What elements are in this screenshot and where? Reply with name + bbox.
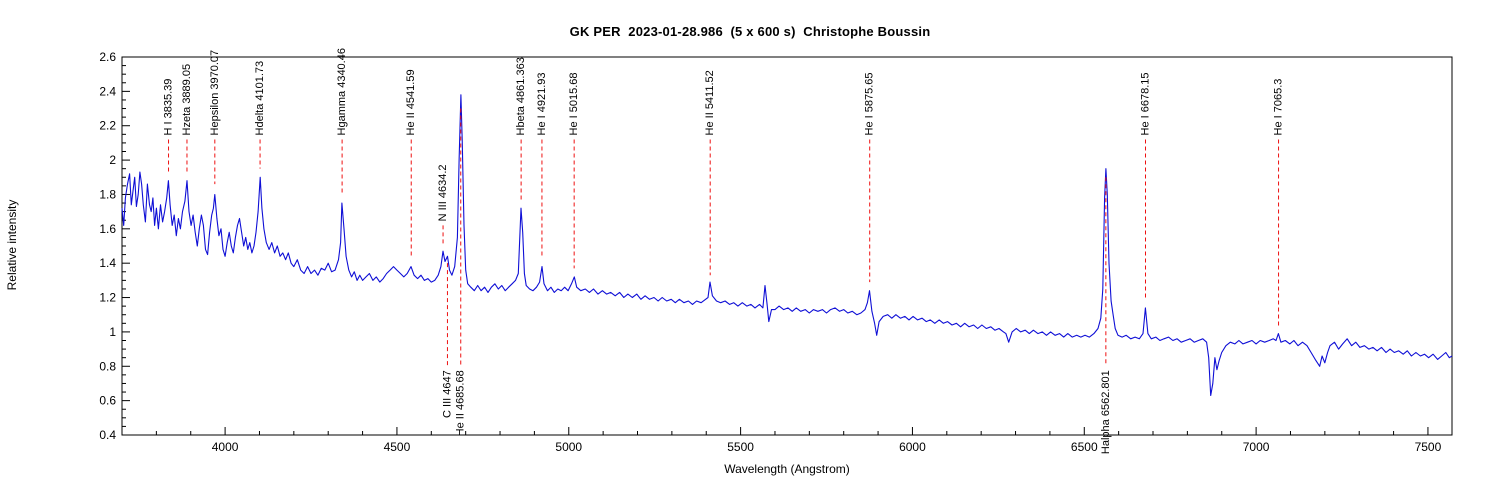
line-marker-label: Halpha 6562.801: [1100, 370, 1112, 454]
chart-title: GK PER 2023-01-28.986 (5 x 600 s) Christ…: [569, 24, 931, 39]
y-tick-label: 1.6: [99, 222, 116, 236]
line-marker-label: Hzeta 3889.05: [181, 64, 193, 136]
y-tick-label: 0.4: [99, 428, 116, 442]
x-axis-label: Wavelength (Angstrom): [724, 462, 850, 476]
y-tick-label: 2.4: [99, 84, 116, 98]
line-marker-label: N III 4634.2: [437, 165, 449, 222]
line-marker-label: Hbeta 4861.363: [515, 57, 527, 135]
y-tick-label: 1.8: [99, 187, 116, 201]
line-marker-label: He I 5015.68: [568, 72, 580, 135]
y-tick-label: 2: [109, 153, 116, 167]
line-marker-label: C III 4647: [441, 370, 453, 418]
line-marker-label: Hdelta 4101.73: [254, 61, 266, 136]
x-tick-label: 4000: [212, 440, 239, 454]
line-marker-label: H I 3835.39: [163, 79, 175, 136]
x-tick-label: 5000: [555, 440, 582, 454]
line-marker-label: He II 4541.59: [405, 69, 417, 135]
y-tick-label: 1: [109, 325, 116, 339]
axis-border: [121, 56, 1453, 436]
x-tick-label: 6500: [1071, 440, 1098, 454]
line-marker-label: Hepsilon 3970.07: [209, 50, 221, 136]
x-tick-label: 7500: [1415, 440, 1442, 454]
line-marker-label: He I 7065.3: [1273, 79, 1285, 136]
x-tick-label: 4500: [384, 440, 411, 454]
line-marker-label: He II 5411.52: [704, 70, 716, 135]
x-tick-label: 7000: [1243, 440, 1270, 454]
y-tick-label: 1.2: [99, 291, 116, 305]
y-tick-label: 0.6: [99, 394, 116, 408]
line-marker-label: He I 6678.15: [1139, 72, 1151, 135]
y-tick-label: 1.4: [99, 256, 116, 270]
line-marker-label: Hgamma 4340.46: [336, 48, 348, 135]
line-marker-label: He II 4685.68: [455, 370, 467, 436]
line-marker-label: He I 4921.93: [536, 72, 548, 135]
line-marker-label: He I 5875.65: [864, 72, 876, 135]
x-tick-label: 5500: [727, 440, 754, 454]
y-tick-label: 2.6: [99, 50, 116, 64]
x-tick-label: 6000: [899, 440, 926, 454]
spectrum-line: [121, 94, 1453, 397]
y-tick-label: 0.8: [99, 359, 116, 373]
y-tick-label: 2.2: [99, 119, 116, 133]
